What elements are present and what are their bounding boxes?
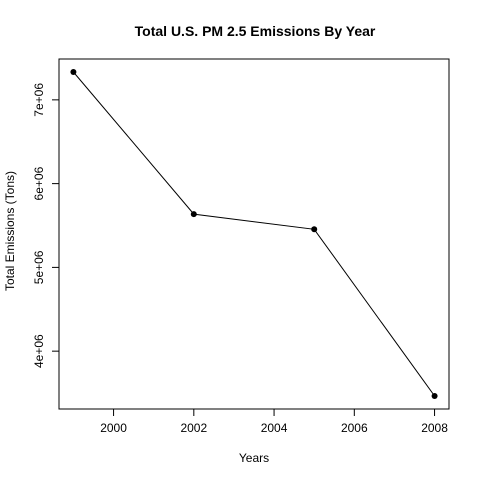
x-axis: 2000 2002 2004 2006 2008 [100, 408, 448, 435]
y-axis: 4e+06 5e+06 6e+06 7e+06 [32, 83, 60, 368]
x-tick-label: 2002 [180, 421, 207, 435]
y-tick-label: 6e+06 [32, 166, 46, 200]
data-point [190, 211, 197, 218]
x-tick-label: 2000 [100, 421, 127, 435]
x-axis-label: Years [239, 451, 269, 465]
y-axis-label: Total Emissions (Tons) [3, 171, 17, 291]
data-point [311, 226, 318, 233]
series-group [70, 69, 438, 399]
x-tick-label: 2004 [261, 421, 288, 435]
y-tick-label: 4e+06 [32, 334, 46, 368]
data-point [431, 393, 438, 399]
y-tick-label: 5e+06 [32, 250, 46, 284]
x-tick-label: 2008 [421, 421, 448, 435]
data-point [70, 69, 77, 75]
series-line [73, 71, 436, 397]
y-tick-label: 7e+06 [32, 83, 46, 117]
chart-title: Total U.S. PM 2.5 Emissions By Year [135, 23, 376, 39]
x-tick-label: 2006 [341, 421, 368, 435]
